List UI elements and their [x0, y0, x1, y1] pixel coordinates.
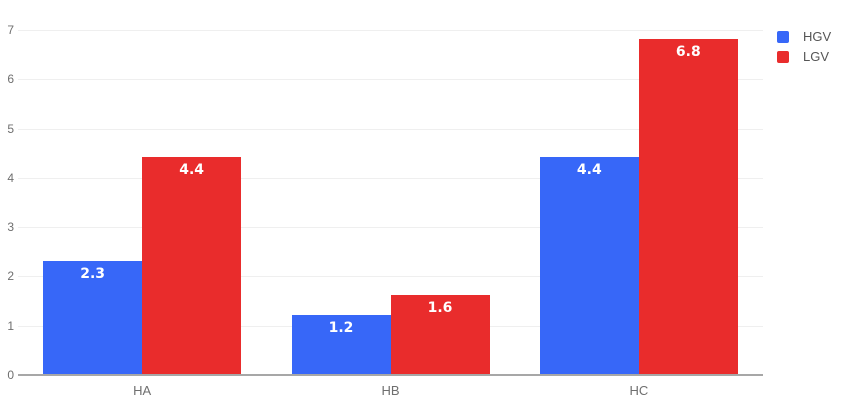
y-tick-label: 1	[7, 318, 14, 333]
legend-item-hgv[interactable]: HGV	[777, 29, 832, 44]
bar-lgv-hc[interactable]	[638, 38, 738, 374]
gridline	[18, 177, 763, 179]
legend: HGV LGV	[777, 29, 832, 71]
y-tick-label: 7	[7, 23, 14, 37]
x-tick-label-hb: HB	[381, 383, 400, 398]
x-axis-baseline	[18, 374, 763, 376]
x-tick-label-ha: HA	[133, 383, 152, 398]
gridline	[18, 128, 763, 130]
legend-swatch-lgv-icon	[777, 51, 789, 63]
gridline	[18, 79, 763, 81]
bar-lgv-ha[interactable]	[142, 157, 242, 374]
bar-value-label: 6.8	[675, 43, 701, 60]
y-tick-label: 6	[7, 72, 14, 87]
bar-hgv-ha[interactable]	[43, 260, 143, 374]
bar-value-label: 4.4	[179, 162, 205, 179]
bar-hgv-hb[interactable]	[291, 314, 391, 374]
y-tick-label: 0	[7, 368, 14, 382]
gridline	[18, 276, 763, 278]
bar-lgv-hb[interactable]	[390, 295, 490, 374]
y-tick-label: 3	[7, 220, 14, 235]
bar-value-label: 1.2	[328, 319, 354, 336]
gridline	[18, 30, 763, 31]
bar-value-label: 2.3	[80, 265, 106, 282]
legend-label-lgv: LGV	[803, 49, 830, 64]
bar-value-label: 1.6	[427, 300, 453, 317]
legend-swatch-hgv-icon	[777, 31, 789, 43]
legend-label-hgv: HGV	[803, 29, 832, 44]
gridline	[18, 227, 763, 229]
y-tick-label: 2	[7, 269, 14, 284]
bar-value-label: 4.4	[576, 162, 602, 179]
y-tick-label: 4	[7, 170, 14, 185]
y-tick-label: 5	[7, 121, 14, 136]
legend-item-lgv[interactable]: LGV	[777, 49, 831, 64]
x-tick-label-hc: HC	[629, 383, 649, 398]
bar-hgv-hc[interactable]	[539, 157, 639, 374]
